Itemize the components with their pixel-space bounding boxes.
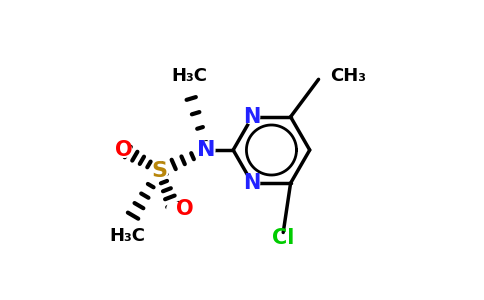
Circle shape	[245, 176, 260, 190]
Text: O: O	[176, 199, 194, 219]
Text: H₃C: H₃C	[171, 67, 207, 85]
Circle shape	[167, 202, 182, 216]
Circle shape	[151, 162, 168, 179]
Text: H₃C: H₃C	[109, 226, 145, 244]
Text: S: S	[151, 160, 167, 181]
Text: N: N	[243, 107, 261, 127]
Text: Cl: Cl	[272, 228, 294, 248]
Circle shape	[117, 142, 132, 158]
Text: N: N	[243, 173, 261, 193]
Text: N: N	[197, 140, 216, 160]
Text: CH₃: CH₃	[331, 68, 366, 85]
Circle shape	[245, 110, 260, 124]
Circle shape	[198, 142, 215, 158]
Text: O: O	[115, 140, 133, 160]
